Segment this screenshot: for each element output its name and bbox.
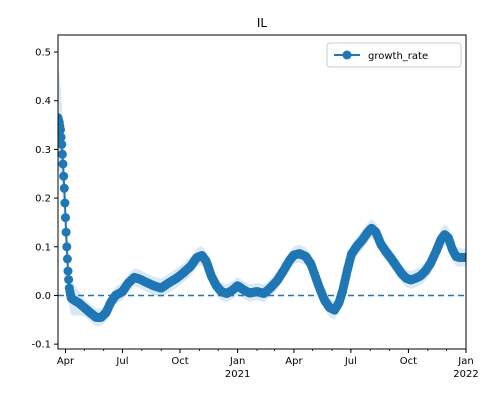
growth-rate-markers [58, 113, 466, 322]
x-tick-label: Oct [400, 356, 417, 367]
plot-area [58, 64, 466, 327]
y-tick-label: 0.5 [35, 48, 51, 59]
data-point [461, 253, 466, 262]
x-tick-label: Oct [171, 356, 188, 367]
chart-title: IL [257, 16, 268, 30]
legend: growth_rate [326, 42, 462, 68]
x-tick-label: Apr [285, 356, 303, 367]
legend-label: growth_rate [368, 51, 428, 62]
x-axis: Apr Jul Oct Jan 2021 Apr Jul Oct Jan 2022 [57, 349, 479, 380]
x-tick-label: Jan [457, 356, 473, 367]
y-tick-label: 0.3 [35, 145, 51, 156]
plot-frame [57, 34, 467, 350]
data-point [58, 125, 65, 135]
y-tick-label: 0.1 [35, 242, 51, 253]
x-tick-label: Jul [115, 356, 128, 367]
data-point [58, 159, 68, 169]
y-tick-label: -0.1 [31, 340, 51, 351]
legend-marker-swatch [342, 50, 352, 60]
data-point [59, 183, 69, 193]
data-point [62, 254, 72, 264]
data-point [61, 213, 70, 223]
data-point [62, 242, 72, 252]
data-point [58, 132, 66, 142]
y-tick-label: 0.4 [35, 96, 51, 107]
data-point [58, 140, 67, 149]
data-point [59, 171, 69, 181]
y-axis: -0.1 0.0 0.1 0.2 0.3 0.4 0.5 [31, 48, 58, 351]
data-point [64, 275, 74, 285]
data-point [61, 227, 71, 237]
x-tick-label: Jan [229, 356, 245, 367]
data-point [60, 198, 70, 208]
y-tick-label: 0.2 [35, 194, 51, 205]
legend-box [326, 42, 462, 68]
x-tick-label: Apr [57, 356, 75, 367]
x-tick-year-label: 2022 [453, 369, 478, 380]
y-tick-label: 0.0 [35, 291, 51, 302]
x-tick-year-label: 2021 [225, 369, 250, 380]
x-tick-label: Jul [344, 356, 357, 367]
data-point [58, 149, 67, 159]
data-point [63, 266, 73, 276]
